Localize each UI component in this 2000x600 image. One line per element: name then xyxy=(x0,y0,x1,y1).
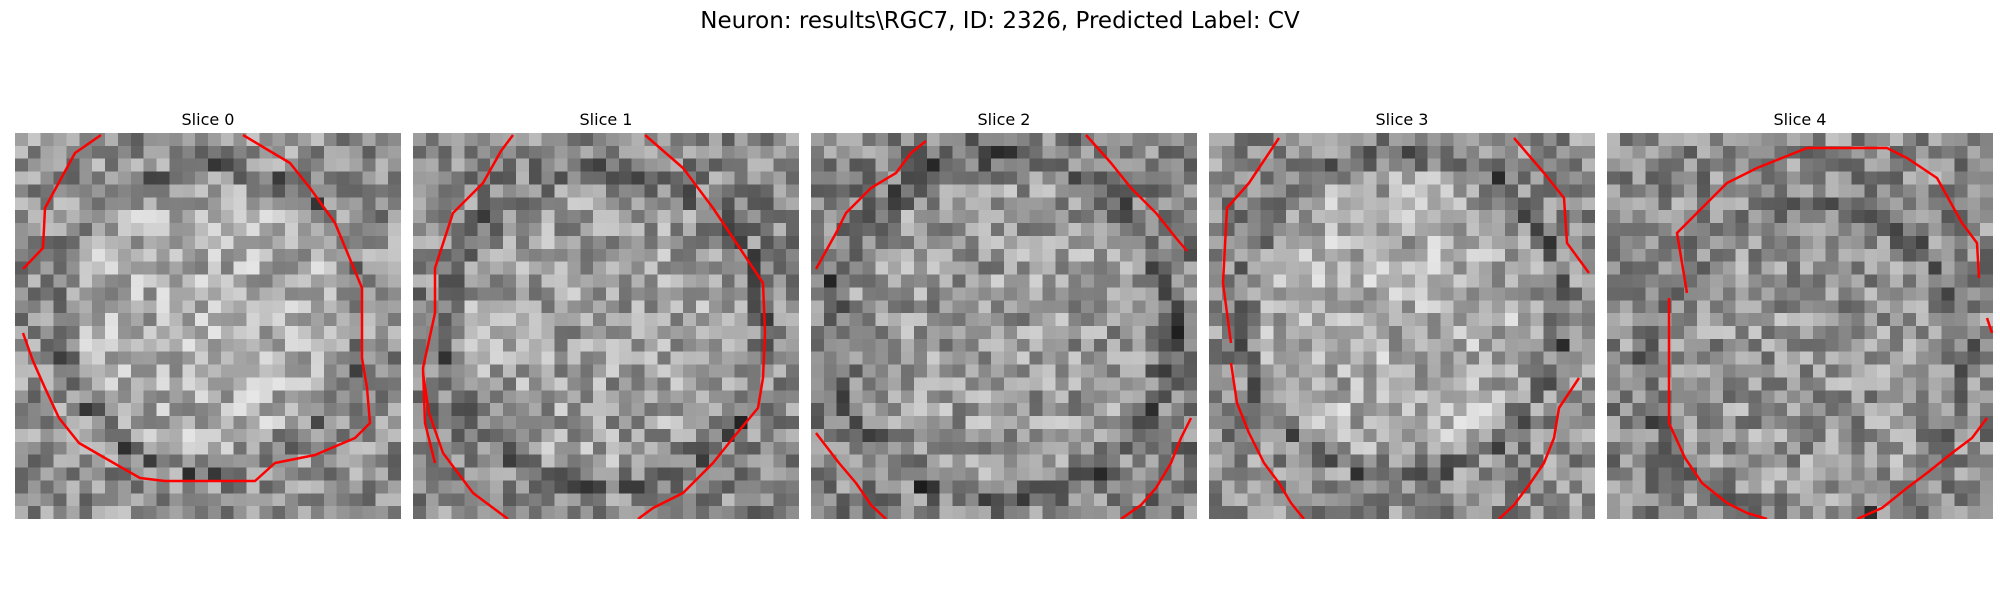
slice-panel-0: Slice 0 xyxy=(15,109,401,519)
slice-image xyxy=(811,133,1197,519)
slice-image xyxy=(15,133,401,519)
slice-image xyxy=(1209,133,1595,519)
slice-panel-1: Slice 1 xyxy=(413,109,799,519)
pixel-grid xyxy=(1209,133,1595,519)
pixel-grid xyxy=(413,133,799,519)
slice-image xyxy=(1607,133,1993,519)
slice-title: Slice 4 xyxy=(1607,109,1993,133)
pixel-grid xyxy=(15,133,401,519)
slice-panel-4: Slice 4 xyxy=(1607,109,1993,519)
slice-title: Slice 3 xyxy=(1209,109,1595,133)
pixel-grid xyxy=(1607,133,1993,519)
slice-image xyxy=(413,133,799,519)
slice-panel-3: Slice 3 xyxy=(1209,109,1595,519)
slice-title: Slice 2 xyxy=(811,109,1197,133)
slice-title: Slice 1 xyxy=(413,109,799,133)
slice-panel-2: Slice 2 xyxy=(811,109,1197,519)
slice-title: Slice 0 xyxy=(15,109,401,133)
figure-title: Neuron: results\RGC7, ID: 2326, Predicte… xyxy=(0,8,2000,34)
